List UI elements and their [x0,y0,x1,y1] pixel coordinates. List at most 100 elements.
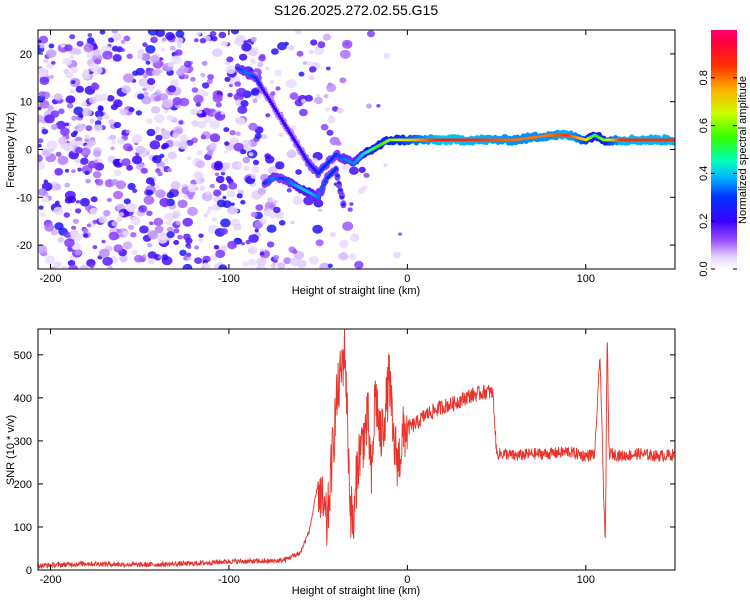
noise-blob [64,168,70,173]
snr-marks [38,329,675,570]
y-tick-label: 0 [26,145,32,157]
noise-blob [102,256,113,266]
noise-blob [99,30,106,35]
noise-blob [237,163,243,168]
noise-blob [167,168,173,173]
secondary-ridge-core [341,203,346,206]
noise-blob [286,188,292,193]
noise-blob [183,233,191,241]
noise-blob [302,61,308,65]
noise-blob [75,85,85,93]
noise-blob [73,106,84,116]
noise-blob [303,196,314,206]
noise-blob [289,257,301,267]
noise-blob [155,134,163,141]
noise-blob [69,89,75,94]
snr-line [38,329,675,570]
noise-blob [248,122,258,131]
noise-blob [236,193,243,199]
noise-blob [278,220,286,226]
noise-blob [151,155,162,164]
noise-blob [166,231,175,239]
noise-blob [308,256,320,265]
ridge-core [292,138,297,142]
noise-blob [48,43,55,49]
noise-blob [339,77,347,84]
noise-blob [91,83,100,91]
ridge-core [289,133,294,137]
noise-blob [64,44,73,52]
noise-blob [130,216,141,225]
noise-blob [209,120,221,129]
noise-blob [243,165,250,172]
noise-blob [138,205,148,213]
noise-blob [150,55,160,63]
noise-blob [173,126,184,135]
noise-blob [318,208,322,212]
noise-blob [92,49,102,57]
colorbar-tick-label: 0.4 [698,166,710,181]
noise-blob [174,49,183,56]
noise-blob [317,41,326,49]
x-tick-label: 100 [577,574,595,586]
x-tick-label: -200 [39,273,61,285]
noise-blob [142,254,147,258]
noise-blob [207,74,215,80]
noise-blob [39,43,45,49]
ridge-core [287,131,292,135]
noise-blob [167,61,175,68]
noise-blob [324,107,330,112]
noise-blob [194,257,203,264]
noise-blob [161,254,169,261]
noise-blob [131,134,143,144]
noise-blob [117,138,125,145]
noise-blob [187,206,198,216]
noise-blob [166,114,174,121]
noise-blob [55,151,62,157]
noise-blob [43,58,49,64]
y-tick-label: 20 [20,49,32,61]
noise-blob [64,122,70,127]
noise-blob [322,33,331,41]
noise-blob [296,50,304,57]
noise-blob [38,205,44,210]
noise-blob [196,150,203,156]
noise-blob [92,66,103,75]
noise-blob [94,58,102,65]
y-tick-label: -10 [16,192,32,204]
noise-blob [136,53,144,60]
noise-blob [252,98,258,103]
noise-blob [157,234,169,244]
noise-blob [273,206,281,214]
noise-blob [131,155,143,165]
noise-blob [349,202,354,206]
noise-blob [254,228,259,233]
noise-blob [106,54,111,59]
noise-blob [274,69,282,77]
noise-blob [122,230,129,237]
noise-blob [126,53,133,59]
noise-blob [226,162,231,166]
noise-blob [215,249,226,259]
noise-blob [304,94,313,102]
noise-blob [70,66,78,74]
noise-blob [251,166,260,173]
noise-blob [69,55,75,59]
noise-blob [150,182,156,187]
noise-blob [125,129,131,134]
noise-blob [173,228,180,234]
ridge-core [258,83,263,87]
noise-blob [121,85,131,94]
noise-blob [103,210,111,217]
noise-blob [135,110,143,116]
noise-blob [79,264,89,269]
noise-blob [88,96,97,104]
noise-blob [137,49,144,55]
noise-blob [137,93,145,100]
noise-blob [221,40,228,47]
noise-blob [45,49,57,59]
noise-blob [300,98,307,104]
noise-blob [64,182,70,188]
noise-blob [224,141,230,146]
noise-blob [197,238,204,243]
